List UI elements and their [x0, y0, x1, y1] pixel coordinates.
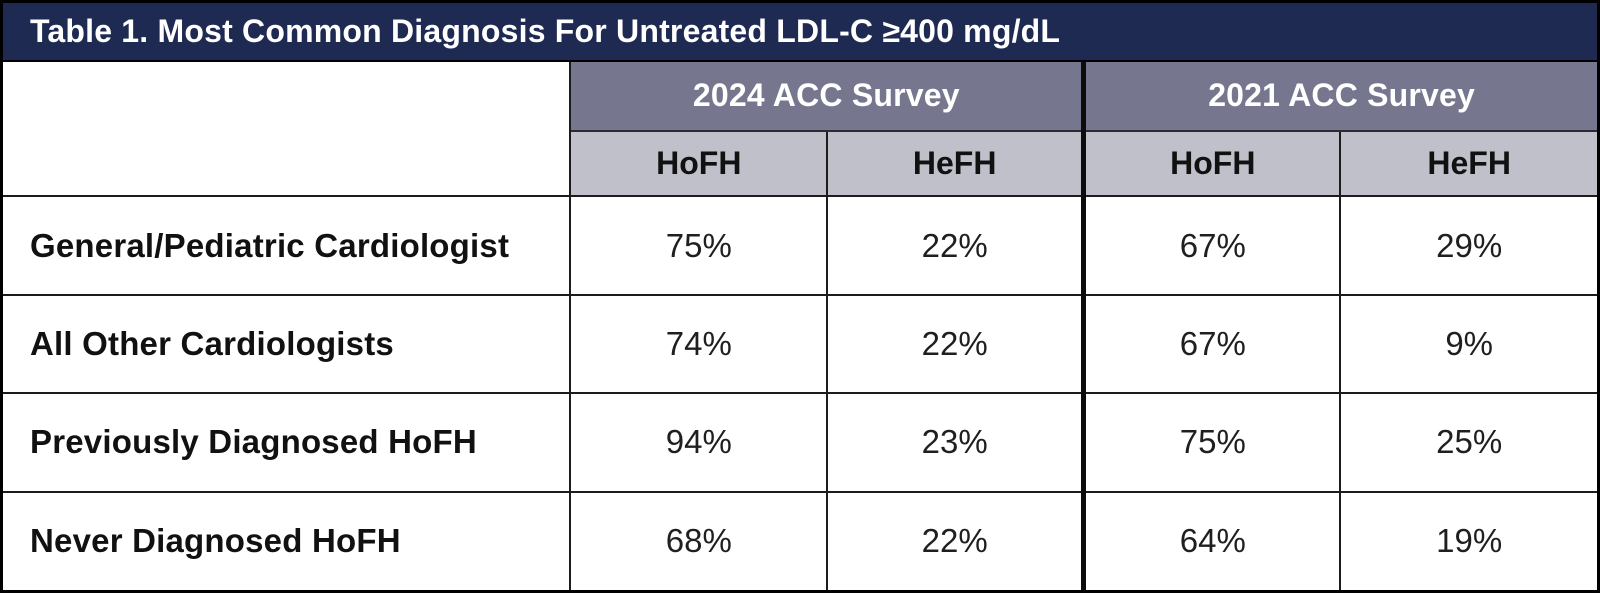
sub-header-2021-hefh: HeFH	[1339, 130, 1597, 198]
table-row: Previously Diagnosed HoFH 94% 23% 75% 25…	[3, 392, 1597, 493]
value-cell: 22%	[826, 293, 1085, 395]
value-cell: 68%	[569, 490, 829, 590]
value-cell: 25%	[1339, 392, 1597, 493]
value-cell: 67%	[1081, 195, 1342, 296]
group-header-2024: 2024 ACC Survey	[569, 62, 1085, 132]
table-title-bar: Table 1. Most Common Diagnosis For Untre…	[3, 3, 1597, 62]
value-cell: 64%	[1081, 490, 1342, 590]
value-cell: 22%	[826, 490, 1085, 590]
sub-header-row: HoFH HeFH HoFH HeFH	[3, 130, 1597, 198]
corner-blank-cell	[3, 62, 572, 198]
value-cell: 9%	[1339, 293, 1597, 395]
table-row: General/Pediatric Cardiologist 75% 22% 6…	[3, 195, 1597, 296]
group-header-2021: 2021 ACC Survey	[1081, 62, 1597, 132]
sub-header-2021-hofh: HoFH	[1081, 130, 1342, 198]
value-cell: 75%	[1081, 392, 1342, 493]
value-cell: 29%	[1339, 195, 1597, 296]
value-cell: 75%	[569, 195, 829, 296]
group-header-row: 2024 ACC Survey 2021 ACC Survey	[3, 62, 1597, 198]
table-row: Never Diagnosed HoFH 68% 22% 64% 19%	[3, 490, 1597, 590]
value-cell: 67%	[1081, 293, 1342, 395]
value-cell: 23%	[826, 392, 1085, 493]
table-title: Table 1. Most Common Diagnosis For Untre…	[30, 13, 1061, 49]
row-label-previously-diagnosed-hofh: Previously Diagnosed HoFH	[3, 392, 572, 493]
value-cell: 22%	[826, 195, 1085, 296]
sub-header-2024-hofh: HoFH	[569, 130, 829, 198]
row-label-general-pediatric-cardiologist: General/Pediatric Cardiologist	[3, 195, 572, 296]
value-cell: 94%	[569, 392, 829, 493]
diagnosis-table: 2024 ACC Survey 2021 ACC Survey HoFH HeF…	[3, 62, 1597, 590]
value-cell: 19%	[1339, 490, 1597, 590]
value-cell: 74%	[569, 293, 829, 395]
row-label-all-other-cardiologists: All Other Cardiologists	[3, 293, 572, 395]
row-label-never-diagnosed-hofh: Never Diagnosed HoFH	[3, 490, 572, 590]
sub-header-2024-hefh: HeFH	[826, 130, 1085, 198]
table-row: All Other Cardiologists 74% 22% 67% 9%	[3, 293, 1597, 395]
